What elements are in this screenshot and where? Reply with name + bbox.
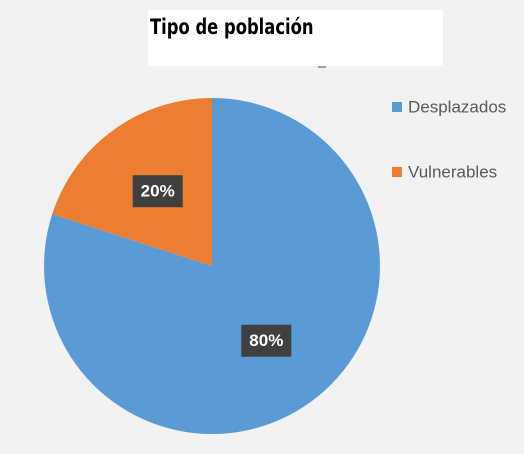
legend-label: Vulnerables (408, 162, 497, 181)
pie-slice (52, 98, 212, 266)
legend-swatch (392, 167, 402, 177)
pie-slice (43, 98, 380, 435)
title-box (148, 10, 443, 66)
legend-swatch (392, 102, 402, 112)
data-label: 20% (141, 182, 175, 201)
legend-label: Desplazados (408, 97, 506, 116)
data-label-box (241, 324, 292, 357)
chart-title: Tipo de población (150, 16, 314, 39)
data-label: 80% (249, 331, 283, 350)
data-label-box (132, 175, 183, 208)
